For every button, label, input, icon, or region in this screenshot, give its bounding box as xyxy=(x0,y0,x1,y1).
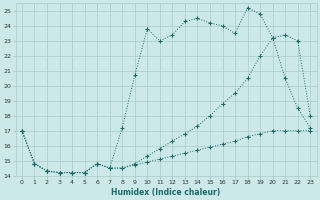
X-axis label: Humidex (Indice chaleur): Humidex (Indice chaleur) xyxy=(111,188,221,197)
